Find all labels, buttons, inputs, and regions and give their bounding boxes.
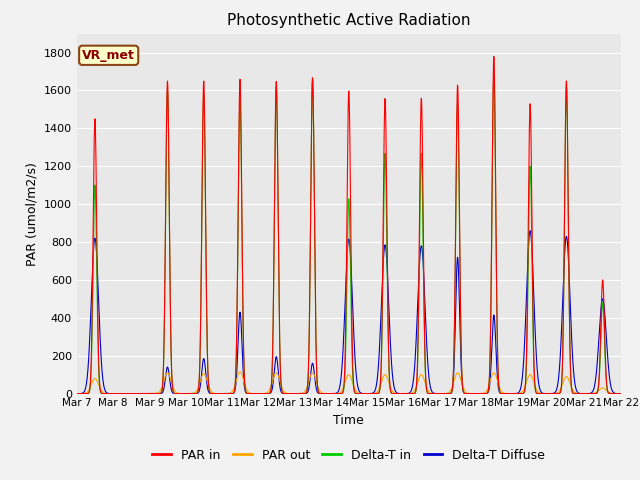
Title: Photosynthetic Active Radiation: Photosynthetic Active Radiation	[227, 13, 470, 28]
X-axis label: Time: Time	[333, 414, 364, 427]
Text: VR_met: VR_met	[82, 49, 135, 62]
Y-axis label: PAR (umol/m2/s): PAR (umol/m2/s)	[25, 162, 38, 265]
Legend: PAR in, PAR out, Delta-T in, Delta-T Diffuse: PAR in, PAR out, Delta-T in, Delta-T Dif…	[147, 444, 550, 467]
